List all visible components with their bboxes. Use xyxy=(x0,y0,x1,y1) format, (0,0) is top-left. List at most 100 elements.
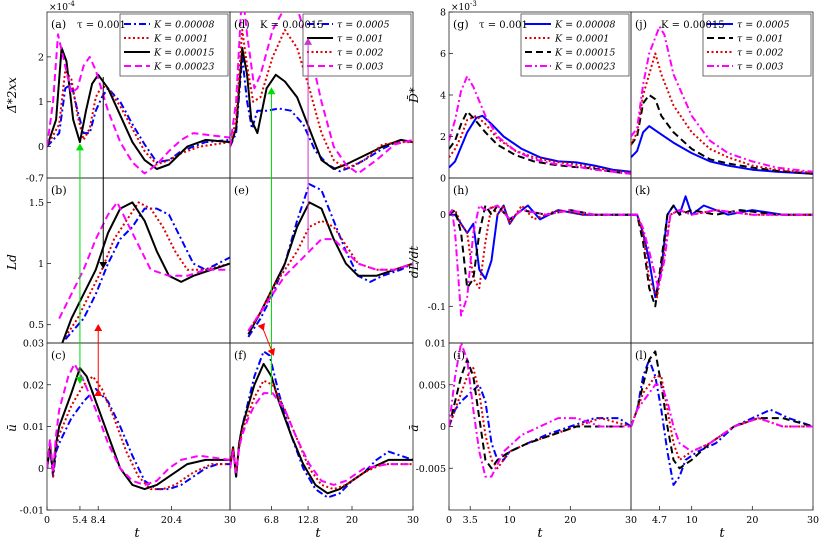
series-line-k xyxy=(631,209,813,289)
series-line-g xyxy=(449,110,631,175)
x-tick-label: 0 xyxy=(446,515,452,526)
legend xyxy=(702,13,812,77)
y-tick-label: 0.01 xyxy=(23,422,44,433)
series-line-j xyxy=(631,52,813,174)
x-tick-label: 30 xyxy=(625,515,637,526)
y-axis-label-ld: Ld xyxy=(5,254,19,271)
panel-label: (d) xyxy=(234,18,250,31)
axis-exponent: ×10-4 xyxy=(49,0,75,13)
x-tick-label: 20 xyxy=(346,515,358,526)
legend-entry: K = 0.00015 xyxy=(554,48,615,59)
series-line-c xyxy=(47,375,230,491)
y-tick-label: 1 xyxy=(38,259,44,270)
y-tick-label: 0 xyxy=(440,174,446,185)
x-tick-label: 10 xyxy=(686,515,698,526)
x-tick-label: 20 xyxy=(564,515,576,526)
series-line-f xyxy=(230,392,413,486)
panel-param: K = 0.00015 xyxy=(661,20,725,31)
panel-g xyxy=(448,11,632,179)
series-line-b xyxy=(61,201,230,343)
x-tick-label: 20.4 xyxy=(161,515,182,526)
y-tick-label: 1.5 xyxy=(29,198,44,209)
y-tick-label: 0 xyxy=(440,210,446,221)
x-tick-label: 3.5 xyxy=(463,515,478,526)
series-line-d xyxy=(230,55,413,173)
x-axis-label: t xyxy=(315,526,321,541)
panel-label: (f) xyxy=(234,349,247,362)
x-axis-label: t xyxy=(134,526,140,541)
y-tick-label: 0.03 xyxy=(23,339,44,350)
x-tick-label: 30 xyxy=(807,515,819,526)
series-line-i xyxy=(449,358,631,470)
legend-entry: τ = 0.0005 xyxy=(737,20,790,31)
legend-entry: K = 0.00008 xyxy=(554,20,615,31)
panel-b xyxy=(46,177,231,344)
y-tick-label: 2 xyxy=(440,132,446,143)
series-line-g xyxy=(449,114,631,173)
panel-frame xyxy=(46,342,231,511)
x-tick-label: 6.8 xyxy=(264,515,279,526)
panel-label: (a) xyxy=(51,18,66,31)
series-line-c xyxy=(47,367,230,491)
series-line-h xyxy=(449,204,631,289)
series-line-c xyxy=(47,362,230,486)
y-tick-label: -0.005 xyxy=(416,464,446,475)
x-tick-label: 5.4 xyxy=(72,515,87,526)
y-tick-label: 0.5 xyxy=(29,320,44,331)
series-line-l xyxy=(631,350,813,470)
series-line-e xyxy=(247,201,413,335)
y-tick-label: 0 xyxy=(38,142,44,153)
panel-c xyxy=(46,342,231,511)
x-tick-label: 30 xyxy=(407,515,419,526)
series-line-d xyxy=(230,12,413,175)
annotation-arrow xyxy=(257,322,275,356)
y-tick-label: 0.005 xyxy=(419,380,446,391)
y-tick-label: -0.1 xyxy=(428,302,446,313)
y-axis-label-dstar: D̄* xyxy=(406,87,421,104)
panel-param: τ = 0.001 xyxy=(479,20,528,31)
legend-entry: K = 0.00023 xyxy=(153,62,214,73)
y-axis-label-dl: dL/dt xyxy=(407,246,421,278)
panel-label: (j) xyxy=(635,18,647,31)
y-tick-label: 1 xyxy=(38,97,44,108)
x-tick-label: 12.8 xyxy=(298,515,319,526)
series-line-e xyxy=(247,183,413,338)
panel-label: (e) xyxy=(234,184,249,197)
series-line-d xyxy=(230,46,413,170)
y-axis-label-ubar: ū xyxy=(5,424,19,432)
y-axis-label-abar: ā xyxy=(407,424,421,431)
series-line-h xyxy=(449,204,631,317)
panel-i xyxy=(448,342,632,511)
y-axis-label-delta: Δ̄*2xx xyxy=(5,77,19,114)
y-tick-label: 6 xyxy=(440,49,446,60)
y-tick-label: 8 xyxy=(440,8,446,19)
panel-label: (c) xyxy=(51,349,66,362)
series-line-e xyxy=(247,219,413,332)
x-tick-label: 4.7 xyxy=(652,515,667,526)
legend-entry: τ = 0.001 xyxy=(337,34,383,45)
panel-frame xyxy=(229,342,414,511)
panel-h xyxy=(448,177,632,344)
series-line-b xyxy=(58,201,230,320)
panel-j xyxy=(630,11,814,179)
series-line-f xyxy=(230,379,413,491)
legend-entry: K = 0.00015 xyxy=(153,48,214,59)
legend-entry: τ = 0.0005 xyxy=(337,20,390,31)
legend-entry: K = 0.00008 xyxy=(153,20,214,31)
legend-entry: K = 0.0001 xyxy=(153,34,208,45)
panel-k xyxy=(630,177,814,344)
y-tick-label: -0.7 xyxy=(26,174,44,185)
x-tick-label: 20 xyxy=(746,515,758,526)
legend-entry: τ = 0.001 xyxy=(737,34,783,45)
series-line-a xyxy=(47,82,230,164)
axis-exponent: ×10-3 xyxy=(451,0,477,13)
y-tick-label: 2 xyxy=(38,52,44,63)
panel-f xyxy=(229,342,414,511)
panel-frame xyxy=(630,177,814,344)
legend-entry: K = 0.0001 xyxy=(554,34,609,45)
series-line-i xyxy=(449,343,631,478)
series-line-j xyxy=(631,94,813,175)
x-tick-label: 30 xyxy=(224,515,236,526)
panel-e xyxy=(229,177,414,344)
